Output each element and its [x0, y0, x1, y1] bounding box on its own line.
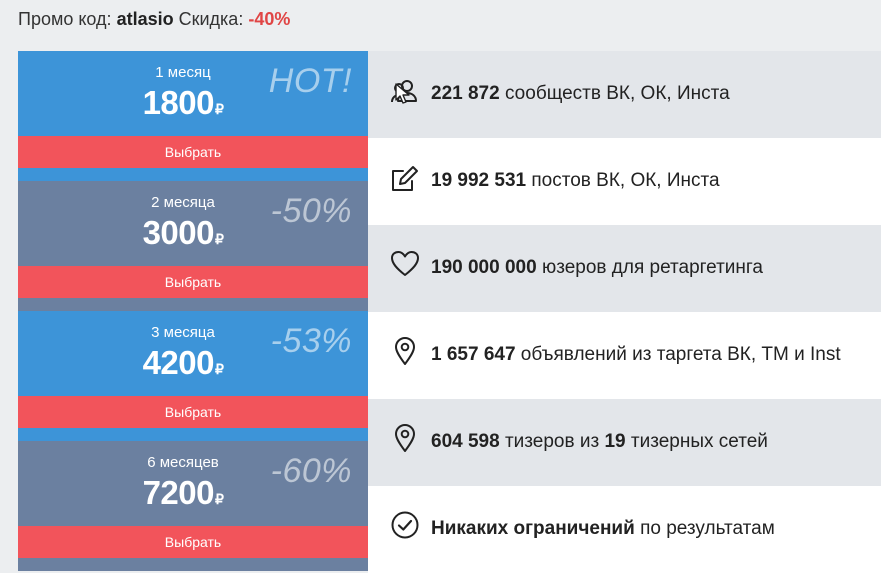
plan-period: 6 месяцев	[147, 454, 219, 471]
feature-number: 19 992 531	[431, 170, 527, 191]
plan-badge: -50%	[270, 192, 352, 230]
feature-description: тизеров из	[499, 431, 605, 452]
plan-price: 3000₽	[18, 213, 348, 259]
plan-header: 1 месяц 1800₽ HOT!	[18, 51, 368, 136]
currency-sign: ₽	[215, 101, 224, 117]
select-plan-button[interactable]: Выбрать	[18, 266, 368, 298]
plan-price-value: 7200	[142, 474, 215, 511]
feature-posts: 19 992 531 постов ВК, ОК, Инста	[368, 138, 881, 225]
feature-text: 1 657 647 объявлений из таргета ВК, ТМ и…	[431, 342, 841, 368]
feature-number: 221 872	[431, 83, 500, 104]
pricing-plans: 1 месяц 1800₽ HOT! Выбрать 2 месяца 3000…	[18, 51, 368, 571]
plan-period: 3 месяца	[151, 324, 215, 341]
heart-icon	[391, 251, 419, 276]
feature-text: 190 000 000 юзеров для ретаргетинга	[431, 255, 763, 281]
plan-3-months: 3 месяца 4200₽ -53% Выбрать	[18, 311, 368, 441]
plan-price: 7200₽	[18, 473, 348, 519]
edit-icon	[392, 166, 418, 191]
feature-number: 190 000 000	[431, 257, 537, 278]
feature-communities: 221 872 сообществ ВК, ОК, Инста	[368, 51, 881, 138]
feature-target-ads: 1 657 647 объявлений из таргета ВК, ТМ и…	[368, 312, 881, 399]
promo-code: atlasio	[116, 9, 174, 29]
feature-number: 604 598	[431, 431, 500, 452]
plan-price-value: 1800	[142, 84, 215, 121]
select-plan-button[interactable]: Выбрать	[18, 526, 368, 558]
plan-price: 1800₽	[18, 83, 348, 129]
discount-label: Скидка:	[178, 9, 244, 29]
feature-text: 604 598 тизеров из 19 тизерных сетей	[431, 429, 768, 455]
plan-6-months: 6 месяцев 7200₽ -60% Выбрать	[18, 441, 368, 571]
feature-teasers: 604 598 тизеров из 19 тизерных сетей	[368, 399, 881, 486]
plan-2-months: 2 месяца 3000₽ -50% Выбрать	[18, 181, 368, 311]
currency-sign: ₽	[215, 491, 224, 507]
plan-1-month: 1 месяц 1800₽ HOT! Выбрать	[18, 51, 368, 181]
plan-period: 1 месяц	[155, 64, 211, 81]
feature-description: сообществ ВК, ОК, Инста	[499, 83, 730, 104]
select-plan-button[interactable]: Выбрать	[18, 136, 368, 168]
feature-number: Никаких ограничений	[431, 518, 635, 539]
feature-description-secondary: тизерных сетей	[625, 431, 768, 452]
feature-description: по результатам	[634, 518, 775, 539]
promo-label: Промо код:	[18, 9, 112, 29]
feature-description: постов ВК, ОК, Инста	[526, 170, 720, 191]
mouse-cursor-icon	[395, 83, 410, 104]
map-pin-icon	[395, 337, 415, 365]
feature-description: объявлений из таргета ВК, ТМ и Inst	[515, 344, 841, 365]
feature-no-limits: Никаких ограничений по результатам	[368, 486, 881, 573]
plan-period: 2 месяца	[151, 194, 215, 211]
feature-number: 1 657 647	[431, 344, 516, 365]
feature-retargeting: 190 000 000 юзеров для ретаргетинга	[368, 225, 881, 312]
feature-number-secondary: 19	[604, 431, 626, 452]
check-circle-icon	[391, 511, 419, 539]
plan-badge: -53%	[270, 322, 352, 360]
plan-price-value: 4200	[142, 344, 215, 381]
features-list: 221 872 сообществ ВК, ОК, Инста 19 992 5…	[368, 51, 881, 573]
plan-price: 4200₽	[18, 343, 348, 389]
feature-description: юзеров для ретаргетинга	[536, 257, 763, 278]
feature-text: Никаких ограничений по результатам	[431, 516, 775, 542]
plan-price-value: 3000	[142, 214, 215, 251]
plan-header: 3 месяца 4200₽ -53%	[18, 311, 368, 396]
select-plan-button[interactable]: Выбрать	[18, 396, 368, 428]
map-pin-icon	[395, 424, 415, 452]
promo-line: Промо код: atlasio Скидка: -40%	[18, 7, 290, 31]
plan-header: 2 месяца 3000₽ -50%	[18, 181, 368, 266]
feature-text: 19 992 531 постов ВК, ОК, Инста	[431, 168, 720, 194]
currency-sign: ₽	[215, 231, 224, 247]
discount-value: -40%	[248, 9, 291, 29]
plan-badge: -60%	[270, 452, 352, 490]
plan-badge: HOT!	[268, 62, 352, 100]
currency-sign: ₽	[215, 361, 224, 377]
feature-text: 221 872 сообществ ВК, ОК, Инста	[431, 81, 730, 107]
plan-header: 6 месяцев 7200₽ -60%	[18, 441, 368, 526]
